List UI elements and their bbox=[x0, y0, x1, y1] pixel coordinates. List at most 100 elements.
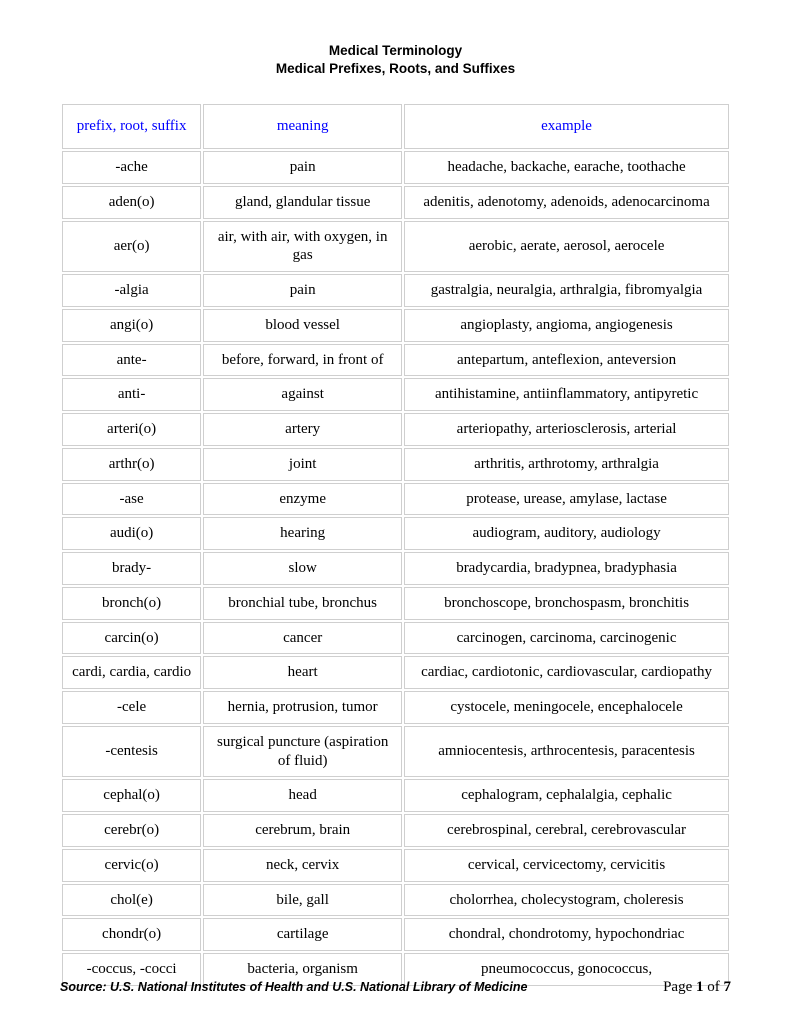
cell-meaning: gland, glandular tissue bbox=[203, 186, 402, 219]
cell-meaning: air, with air, with oxygen, in gas bbox=[203, 221, 402, 273]
cell-meaning: surgical puncture (aspiration of fluid) bbox=[203, 726, 402, 778]
table-row: aden(o)gland, glandular tissueadenitis, … bbox=[62, 186, 729, 219]
table-row: angi(o)blood vesselangioplasty, angioma,… bbox=[62, 309, 729, 342]
cell-meaning: heart bbox=[203, 656, 402, 689]
table-row: arteri(o)arteryarteriopathy, arterioscle… bbox=[62, 413, 729, 446]
cell-meaning: hernia, protrusion, tumor bbox=[203, 691, 402, 724]
table-row: cardi, cardia, cardioheartcardiac, cardi… bbox=[62, 656, 729, 689]
cell-prefix: aer(o) bbox=[62, 221, 201, 273]
table-row: arthr(o)jointarthritis, arthrotomy, arth… bbox=[62, 448, 729, 481]
cell-example: amniocentesis, arthrocentesis, paracente… bbox=[404, 726, 729, 778]
cell-prefix: audi(o) bbox=[62, 517, 201, 550]
title-block: Medical Terminology Medical Prefixes, Ro… bbox=[60, 42, 731, 78]
cell-prefix: -centesis bbox=[62, 726, 201, 778]
cell-prefix: cardi, cardia, cardio bbox=[62, 656, 201, 689]
table-row: chondr(o)cartilagechondral, chondrotomy,… bbox=[62, 918, 729, 951]
cell-meaning: blood vessel bbox=[203, 309, 402, 342]
cell-meaning: cancer bbox=[203, 622, 402, 655]
table-row: cerebr(o)cerebrum, braincerebrospinal, c… bbox=[62, 814, 729, 847]
cell-example: bronchoscope, bronchospasm, bronchitis bbox=[404, 587, 729, 620]
cell-prefix: -ase bbox=[62, 483, 201, 516]
cell-prefix: cerebr(o) bbox=[62, 814, 201, 847]
cell-prefix: aden(o) bbox=[62, 186, 201, 219]
title-line-2: Medical Prefixes, Roots, and Suffixes bbox=[60, 60, 731, 78]
cell-prefix: angi(o) bbox=[62, 309, 201, 342]
cell-meaning: hearing bbox=[203, 517, 402, 550]
terminology-table: prefix, root, suffix meaning example -ac… bbox=[60, 102, 731, 988]
cell-example: bradycardia, bradypnea, bradyphasia bbox=[404, 552, 729, 585]
cell-prefix: carcin(o) bbox=[62, 622, 201, 655]
cell-meaning: bile, gall bbox=[203, 884, 402, 917]
header-prefix: prefix, root, suffix bbox=[62, 104, 201, 149]
cell-example: adenitis, adenotomy, adenoids, adenocarc… bbox=[404, 186, 729, 219]
title-line-1: Medical Terminology bbox=[60, 42, 731, 60]
cell-example: arthritis, arthrotomy, arthralgia bbox=[404, 448, 729, 481]
table-row: carcin(o)cancercarcinogen, carcinoma, ca… bbox=[62, 622, 729, 655]
cell-example: cervical, cervicectomy, cervicitis bbox=[404, 849, 729, 882]
cell-prefix: arteri(o) bbox=[62, 413, 201, 446]
table-row: -celehernia, protrusion, tumorcystocele,… bbox=[62, 691, 729, 724]
cell-meaning: before, forward, in front of bbox=[203, 344, 402, 377]
table-row: -aseenzymeprotease, urease, amylase, lac… bbox=[62, 483, 729, 516]
cell-meaning: against bbox=[203, 378, 402, 411]
footer-page: Page 1 of 7 bbox=[663, 979, 731, 996]
header-example: example bbox=[404, 104, 729, 149]
cell-prefix: anti- bbox=[62, 378, 201, 411]
header-meaning: meaning bbox=[203, 104, 402, 149]
cell-example: aerobic, aerate, aerosol, aerocele bbox=[404, 221, 729, 273]
table-row: aer(o)air, with air, with oxygen, in gas… bbox=[62, 221, 729, 273]
cell-prefix: chondr(o) bbox=[62, 918, 201, 951]
table-row: brady-slowbradycardia, bradypnea, bradyp… bbox=[62, 552, 729, 585]
cell-example: antepartum, anteflexion, anteversion bbox=[404, 344, 729, 377]
cell-prefix: chol(e) bbox=[62, 884, 201, 917]
cell-meaning: enzyme bbox=[203, 483, 402, 516]
table-row: -algiapaingastralgia, neuralgia, arthral… bbox=[62, 274, 729, 307]
cell-example: gastralgia, neuralgia, arthralgia, fibro… bbox=[404, 274, 729, 307]
cell-prefix: bronch(o) bbox=[62, 587, 201, 620]
cell-meaning: head bbox=[203, 779, 402, 812]
table-row: ante-before, forward, in front ofantepar… bbox=[62, 344, 729, 377]
cell-example: audiogram, auditory, audiology bbox=[404, 517, 729, 550]
table-row: cephal(o)headcephalogram, cephalalgia, c… bbox=[62, 779, 729, 812]
table-row: chol(e)bile, gallcholorrhea, cholecystog… bbox=[62, 884, 729, 917]
cell-prefix: arthr(o) bbox=[62, 448, 201, 481]
cell-example: chondral, chondrotomy, hypochondriac bbox=[404, 918, 729, 951]
cell-prefix: ante- bbox=[62, 344, 201, 377]
cell-prefix: brady- bbox=[62, 552, 201, 585]
page-total: 7 bbox=[724, 979, 732, 995]
cell-example: cardiac, cardiotonic, cardiovascular, ca… bbox=[404, 656, 729, 689]
page-current: 1 bbox=[696, 979, 704, 995]
cell-example: cystocele, meningocele, encephalocele bbox=[404, 691, 729, 724]
page-prefix: Page bbox=[663, 979, 696, 995]
cell-example: cerebrospinal, cerebral, cerebrovascular bbox=[404, 814, 729, 847]
cell-meaning: pain bbox=[203, 151, 402, 184]
cell-meaning: cartilage bbox=[203, 918, 402, 951]
table-row: audi(o)hearingaudiogram, auditory, audio… bbox=[62, 517, 729, 550]
cell-example: arteriopathy, arteriosclerosis, arterial bbox=[404, 413, 729, 446]
cell-prefix: -cele bbox=[62, 691, 201, 724]
page-footer: Source: U.S. National Institutes of Heal… bbox=[60, 979, 731, 996]
table-body: -achepainheadache, backache, earache, to… bbox=[62, 151, 729, 986]
cell-prefix: -algia bbox=[62, 274, 201, 307]
cell-meaning: joint bbox=[203, 448, 402, 481]
cell-meaning: neck, cervix bbox=[203, 849, 402, 882]
table-row: -achepainheadache, backache, earache, to… bbox=[62, 151, 729, 184]
cell-example: antihistamine, antiinflammatory, antipyr… bbox=[404, 378, 729, 411]
cell-meaning: slow bbox=[203, 552, 402, 585]
cell-prefix: cephal(o) bbox=[62, 779, 201, 812]
cell-meaning: bronchial tube, bronchus bbox=[203, 587, 402, 620]
document-page: Medical Terminology Medical Prefixes, Ro… bbox=[0, 0, 791, 1024]
footer-source: Source: U.S. National Institutes of Heal… bbox=[60, 980, 527, 994]
table-row: -centesissurgical puncture (aspiration o… bbox=[62, 726, 729, 778]
page-mid: of bbox=[704, 979, 724, 995]
cell-prefix: cervic(o) bbox=[62, 849, 201, 882]
cell-example: cephalogram, cephalalgia, cephalic bbox=[404, 779, 729, 812]
cell-example: headache, backache, earache, toothache bbox=[404, 151, 729, 184]
cell-example: carcinogen, carcinoma, carcinogenic bbox=[404, 622, 729, 655]
cell-meaning: artery bbox=[203, 413, 402, 446]
table-header-row: prefix, root, suffix meaning example bbox=[62, 104, 729, 149]
cell-example: cholorrhea, cholecystogram, choleresis bbox=[404, 884, 729, 917]
table-row: cervic(o)neck, cervixcervical, cervicect… bbox=[62, 849, 729, 882]
cell-meaning: pain bbox=[203, 274, 402, 307]
cell-meaning: cerebrum, brain bbox=[203, 814, 402, 847]
